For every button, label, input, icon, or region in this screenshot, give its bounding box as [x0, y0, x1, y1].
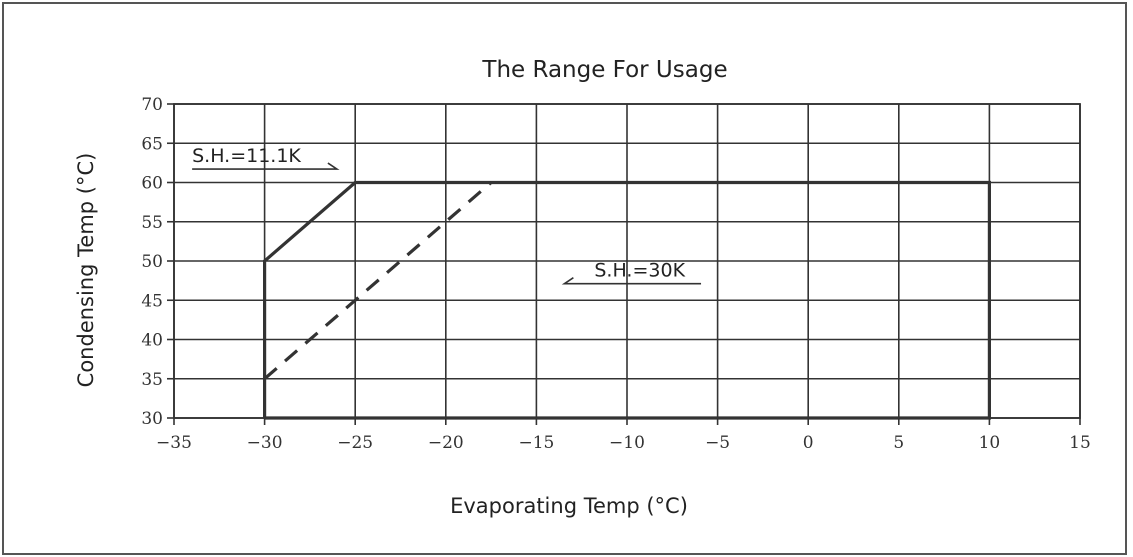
x-tick-label: 10 [979, 433, 1001, 453]
x-tick-label: −5 [705, 433, 730, 453]
series-group [263, 180, 992, 420]
annotation-pointer-1 [561, 277, 702, 285]
annotation-label-1: S.H.=30K [594, 260, 685, 282]
series-solid-line [263, 180, 992, 420]
chart-title: The Range For Usage [481, 57, 727, 83]
x-axis-ticks: −35 −30 −25 −20 −15 −10 −5 0 5 10 15 [156, 418, 1091, 453]
y-axis-label: Condensing Temp (°C) [74, 153, 98, 388]
x-tick-label: −10 [609, 433, 645, 453]
x-tick-label: −30 [247, 433, 283, 453]
y-axis-ticks: 30 35 40 45 50 55 60 65 70 [141, 95, 174, 429]
annotation-pointer-0 [192, 162, 340, 170]
y-tick-label: 60 [141, 174, 163, 194]
y-tick-label: 40 [141, 331, 163, 351]
x-tick-label: −25 [337, 433, 373, 453]
series-dashed-line [263, 181, 493, 380]
y-tick-label: 70 [141, 95, 163, 115]
x-tick-label: −35 [156, 433, 192, 453]
x-tick-label: −15 [518, 433, 554, 453]
annotation-label-0: S.H.=11.1K [192, 145, 301, 167]
range-for-usage-chart: The Range For Usage −35 −30 −25 −20 −15 −10 −5… [74, 57, 1091, 518]
annotations: S.H.=11.1K S.H.=30K [192, 145, 702, 285]
y-tick-label: 45 [141, 291, 163, 311]
x-tick-label: 0 [803, 433, 814, 453]
y-tick-label: 55 [141, 213, 163, 233]
y-tick-label: 50 [141, 252, 163, 272]
x-axis-label: Evaporating Temp (°C) [450, 494, 688, 518]
x-tick-label: 5 [893, 433, 904, 453]
y-tick-label: 35 [141, 370, 163, 390]
x-tick-label: −20 [428, 433, 464, 453]
x-tick-label: 15 [1069, 433, 1091, 453]
y-tick-label: 30 [141, 409, 163, 429]
y-tick-label: 65 [141, 134, 163, 154]
